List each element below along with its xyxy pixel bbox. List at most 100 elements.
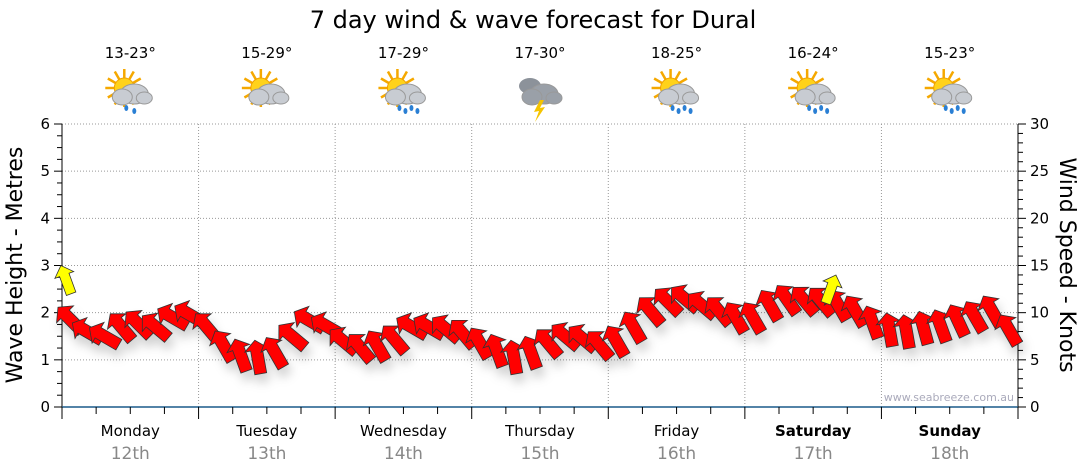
wind-arrow xyxy=(584,331,616,363)
y-tick-label-left: 0 xyxy=(40,398,50,416)
wind-arrow xyxy=(106,313,138,345)
sun-ray xyxy=(659,70,667,80)
day-date: 13th xyxy=(247,444,286,464)
raindrop xyxy=(397,105,402,111)
raindrop xyxy=(943,105,948,111)
sun-ray xyxy=(811,70,818,80)
day-name: Monday xyxy=(101,422,160,440)
wind-arrow xyxy=(943,304,971,339)
raindrop xyxy=(807,105,812,111)
y-tick-label-right: 0 xyxy=(1030,398,1040,416)
sun-ray xyxy=(933,70,940,80)
cloud xyxy=(248,88,270,106)
wind-arrow xyxy=(226,338,253,374)
wind-arrows xyxy=(56,284,1024,376)
wave-arrow xyxy=(820,274,843,306)
raindrop xyxy=(670,105,675,111)
cloud xyxy=(521,88,543,106)
sun-ray xyxy=(401,70,409,80)
grid xyxy=(62,123,1018,407)
sun-ray xyxy=(380,77,390,85)
y-tick-label-right: 30 xyxy=(1030,115,1049,133)
wind-arrow xyxy=(772,285,803,318)
wind-arrow xyxy=(926,309,953,345)
day-column: 15-23° Sunday 18th xyxy=(919,44,982,464)
day-date: 16th xyxy=(657,444,696,464)
y-tick-label-right: 25 xyxy=(1030,162,1049,180)
day-date: 12th xyxy=(111,444,150,464)
sun-ray xyxy=(790,77,800,85)
day-name: Tuesday xyxy=(235,422,297,440)
y-tick-label-right: 15 xyxy=(1030,257,1049,275)
sun-ray xyxy=(815,77,825,85)
wind-arrow xyxy=(909,310,935,347)
day-name: Sunday xyxy=(919,422,982,440)
raindrop xyxy=(819,105,824,111)
wind-arrow xyxy=(482,333,509,369)
sun-cloud-rain-icon xyxy=(924,69,973,114)
axes: 0 1 2 3 4 5 6 0 5 10 15 20 25 30 xyxy=(40,115,1049,419)
wind-arrow xyxy=(618,311,648,346)
sun-ray xyxy=(796,70,804,80)
cloud xyxy=(135,91,153,105)
sun-ray xyxy=(386,70,394,80)
wind-arrow xyxy=(994,314,1024,348)
thunderstorm-icon xyxy=(519,78,563,122)
wind-arrow xyxy=(278,321,310,353)
day-column: 17-30° Thursday 15th xyxy=(504,44,575,464)
wind-arrow xyxy=(533,329,565,361)
wind-arrow xyxy=(875,312,902,348)
cloud xyxy=(658,88,680,106)
y-tick-label-left: 1 xyxy=(40,351,50,369)
sun-ray xyxy=(678,77,688,85)
cloud xyxy=(818,91,836,105)
wind-arrow xyxy=(260,337,290,371)
chart-title: 7 day wind & wave forecast for Dural xyxy=(310,6,757,34)
raindrop xyxy=(688,108,693,114)
y-tick-label-left: 4 xyxy=(40,209,50,227)
raindrop xyxy=(949,108,954,114)
cloud xyxy=(955,91,973,105)
sun-cloud-shower-icon xyxy=(105,69,153,114)
day-name: Friday xyxy=(654,422,700,440)
day-column: 17-29° Wednesday 14th xyxy=(360,44,447,464)
y-tick-label-right: 20 xyxy=(1030,209,1049,227)
temperature-range: 13-23° xyxy=(105,44,156,62)
wind-arrow xyxy=(88,321,123,351)
raindrop xyxy=(409,105,414,111)
sun-cloud-rain-icon xyxy=(788,69,836,114)
raindrop xyxy=(132,108,137,114)
raindrop xyxy=(813,108,818,114)
cloud xyxy=(272,91,290,105)
sun-ray xyxy=(113,70,121,80)
lightning xyxy=(534,100,545,122)
day-name: Saturday xyxy=(775,422,852,440)
sun-ray xyxy=(653,77,663,85)
temperature-range: 18-25° xyxy=(651,44,702,62)
wave-arrow xyxy=(54,265,77,296)
wind-arrow xyxy=(653,287,685,319)
sun-ray xyxy=(405,77,415,85)
y-tick-label-left: 3 xyxy=(40,257,50,275)
day-date: 17th xyxy=(794,444,833,464)
wind-arrow xyxy=(345,334,377,366)
cloud xyxy=(384,88,406,106)
y-axis-label-left: Wave Height - Metres xyxy=(3,147,28,384)
sun-ray xyxy=(947,70,955,80)
sun-ray xyxy=(926,77,936,85)
wind-arrow xyxy=(960,301,990,335)
raindrop xyxy=(403,108,408,114)
day-column: 13-23° Monday 12th xyxy=(101,44,160,464)
sun-cloud-rain-icon xyxy=(378,69,426,114)
sun-ray xyxy=(107,77,117,85)
temperature-range: 15-29° xyxy=(241,44,292,62)
cloud xyxy=(794,88,816,106)
raindrop xyxy=(825,108,830,114)
raindrop xyxy=(124,105,129,111)
watermark: www.seabreeze.com.au xyxy=(884,391,1014,404)
day-name: Thursday xyxy=(504,422,575,440)
temperature-range: 17-29° xyxy=(378,44,429,62)
sun-ray xyxy=(674,70,682,80)
sun-ray xyxy=(951,77,961,85)
